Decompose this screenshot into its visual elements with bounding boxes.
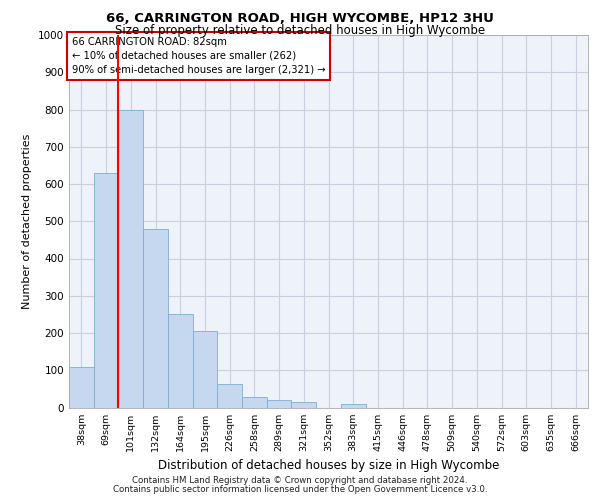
Bar (118, 110, 143, 408)
Y-axis label: Number of detached properties: Number of detached properties (22, 134, 32, 309)
Text: Size of property relative to detached houses in High Wycombe: Size of property relative to detached ho… (115, 24, 485, 37)
Bar (292, 402, 316, 407)
Bar (69, 366, 94, 408)
Bar (267, 400, 292, 407)
Bar (217, 384, 242, 407)
Bar (193, 331, 217, 407)
Bar (242, 397, 267, 407)
Text: Contains public sector information licensed under the Open Government Licence v3: Contains public sector information licen… (113, 485, 487, 494)
Text: Contains HM Land Registry data © Crown copyright and database right 2024.: Contains HM Land Registry data © Crown c… (132, 476, 468, 485)
Bar (341, 404, 365, 407)
X-axis label: Distribution of detached houses by size in High Wycombe: Distribution of detached houses by size … (158, 459, 499, 472)
Bar (143, 228, 168, 408)
Bar (168, 314, 193, 408)
Bar (94, 173, 118, 408)
Text: 66 CARRINGTON ROAD: 82sqm
← 10% of detached houses are smaller (262)
90% of semi: 66 CARRINGTON ROAD: 82sqm ← 10% of detac… (71, 37, 325, 75)
Text: 66, CARRINGTON ROAD, HIGH WYCOMBE, HP12 3HU: 66, CARRINGTON ROAD, HIGH WYCOMBE, HP12 … (106, 12, 494, 26)
